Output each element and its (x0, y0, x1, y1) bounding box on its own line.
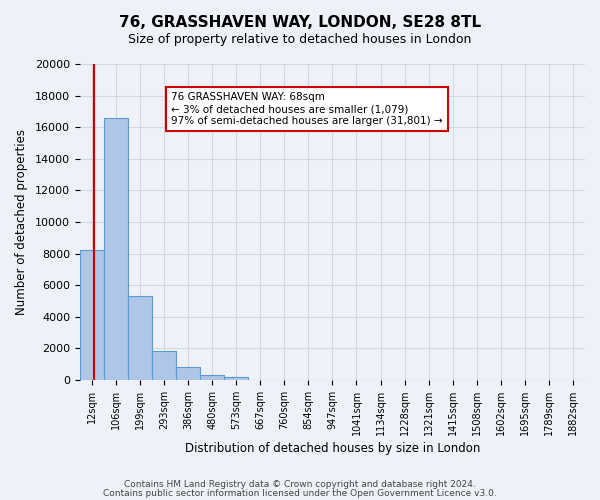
Text: Contains public sector information licensed under the Open Government Licence v3: Contains public sector information licen… (103, 488, 497, 498)
Bar (80, 250, 104, 380)
X-axis label: Distribution of detached houses by size in London: Distribution of detached houses by size … (185, 442, 480, 455)
Bar (104, 118, 128, 380)
Text: Size of property relative to detached houses in London: Size of property relative to detached ho… (128, 32, 472, 46)
Text: Contains HM Land Registry data © Crown copyright and database right 2024.: Contains HM Land Registry data © Crown c… (124, 480, 476, 489)
Bar (152, 352, 176, 380)
Bar (200, 375, 224, 380)
Bar (128, 296, 152, 380)
Y-axis label: Number of detached properties: Number of detached properties (15, 129, 28, 315)
Bar (224, 376, 248, 380)
Bar (176, 367, 200, 380)
Text: 76, GRASSHAVEN WAY, LONDON, SE28 8TL: 76, GRASSHAVEN WAY, LONDON, SE28 8TL (119, 15, 481, 30)
Text: 76 GRASSHAVEN WAY: 68sqm
← 3% of detached houses are smaller (1,079)
97% of semi: 76 GRASSHAVEN WAY: 68sqm ← 3% of detache… (171, 92, 442, 126)
